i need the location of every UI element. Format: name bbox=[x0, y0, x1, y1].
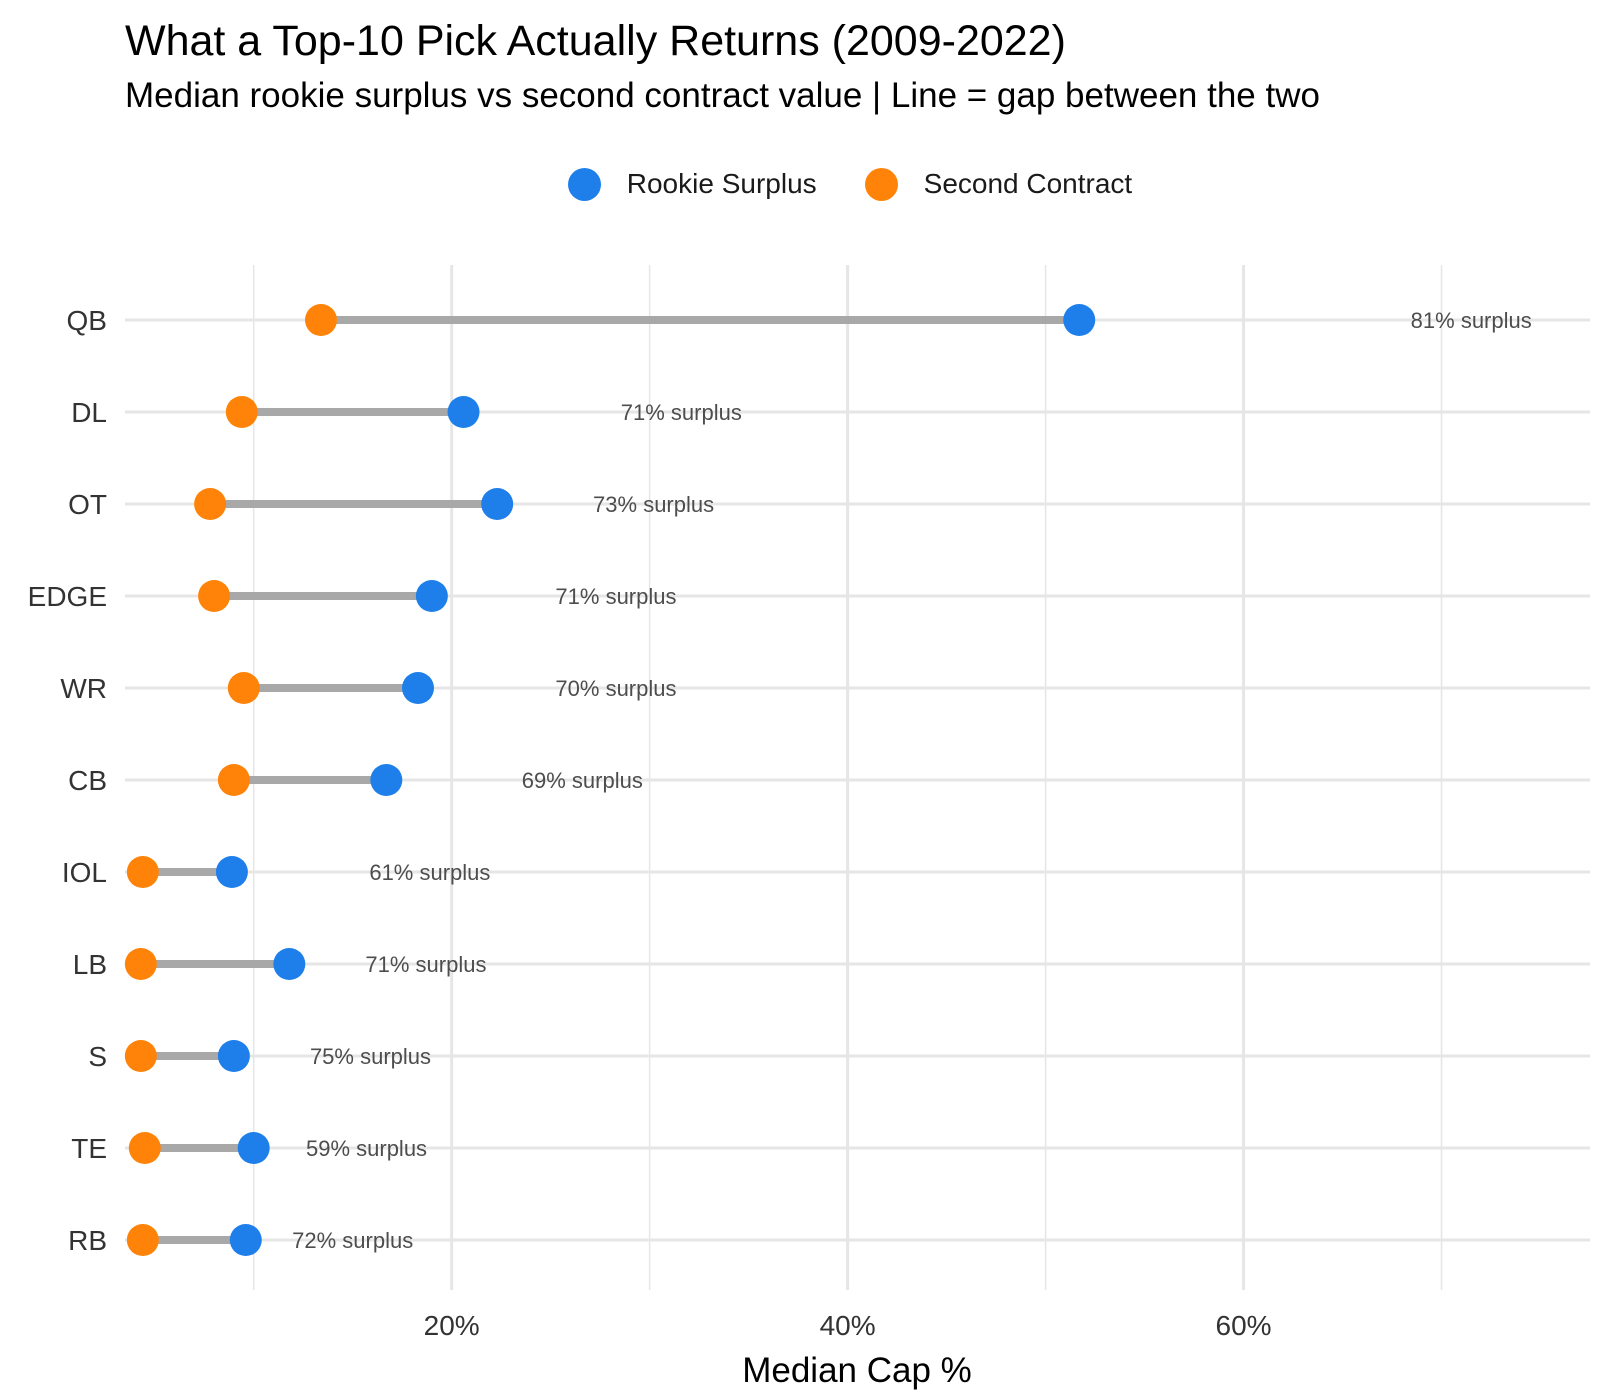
rookie-surplus-point bbox=[415, 580, 448, 612]
rookie-surplus-point bbox=[237, 1132, 270, 1164]
surplus-annotation: 70% surplus bbox=[555, 676, 676, 701]
rookie-surplus-point bbox=[402, 672, 434, 704]
x-axis-tick-label: 40% bbox=[820, 1310, 876, 1341]
y-axis-label: LB bbox=[73, 949, 107, 980]
legend-label-rookie: Rookie Surplus bbox=[626, 168, 817, 199]
grid-layer bbox=[252, 265, 1443, 1290]
second-contract-point bbox=[225, 396, 258, 428]
surplus-annotation: 71% surplus bbox=[621, 400, 742, 425]
surplus-annotation: 71% surplus bbox=[555, 584, 676, 609]
surplus-annotation: 75% surplus bbox=[310, 1044, 431, 1069]
surplus-annotation: 69% surplus bbox=[522, 768, 643, 793]
x-axis-tick-label: 20% bbox=[424, 1310, 480, 1341]
rookie-surplus-point bbox=[273, 948, 306, 980]
y-axis-label: RB bbox=[68, 1225, 107, 1256]
second-contract-point bbox=[124, 1040, 157, 1072]
rookie-surplus-point bbox=[217, 1040, 250, 1072]
rookie-surplus-point bbox=[1063, 304, 1096, 336]
x-axis-tick-labels: 20% 40% 60% bbox=[424, 1310, 1272, 1341]
y-axis-label: CB bbox=[68, 765, 107, 796]
surplus-annotations: 81% surplus 71% surplus 73% surplus 71% sur… bbox=[292, 308, 1532, 1253]
y-axis-label: IOL bbox=[62, 857, 107, 888]
data-points bbox=[124, 304, 1096, 1256]
chart-title: What a Top-10 Pick Actually Returns (200… bbox=[125, 17, 1066, 65]
y-axis-label: S bbox=[88, 1041, 107, 1072]
surplus-annotation: 61% surplus bbox=[369, 860, 490, 885]
y-axis-label: QB bbox=[67, 305, 107, 336]
legend-swatch-rookie bbox=[567, 167, 601, 201]
second-contract-point bbox=[126, 1224, 159, 1256]
rookie-surplus-point bbox=[447, 396, 480, 428]
surplus-annotation: 73% surplus bbox=[593, 492, 714, 517]
y-axis-labels: QB DL OT EDGE WR CB IOL LB S TE RB bbox=[28, 305, 107, 1256]
rookie-surplus-point bbox=[370, 764, 403, 796]
second-contract-point bbox=[128, 1132, 161, 1164]
rookie-surplus-point bbox=[215, 856, 248, 888]
second-contract-point bbox=[304, 304, 337, 336]
legend-swatch-second bbox=[864, 167, 898, 201]
legend-item-rookie: Rookie Surplus bbox=[567, 167, 817, 201]
rookie-surplus-point bbox=[481, 488, 514, 520]
chart-subtitle: Median rookie surplus vs second contract… bbox=[125, 76, 1320, 115]
x-axis-title: Median Cap % bbox=[742, 1351, 972, 1390]
second-contract-point bbox=[198, 580, 231, 612]
rookie-surplus-point bbox=[229, 1224, 262, 1256]
y-axis-label: OT bbox=[68, 489, 107, 520]
second-contract-point bbox=[124, 948, 157, 980]
y-axis-label: EDGE bbox=[28, 581, 107, 612]
surplus-annotation: 81% surplus bbox=[1411, 308, 1532, 333]
legend: Rookie Surplus Second Contract bbox=[0, 162, 1600, 206]
second-contract-point bbox=[227, 672, 260, 704]
y-axis-label: WR bbox=[60, 673, 107, 704]
legend-item-second: Second Contract bbox=[864, 167, 1133, 201]
second-contract-point bbox=[126, 856, 159, 888]
legend-label-second: Second Contract bbox=[923, 168, 1133, 199]
y-axis-label: DL bbox=[71, 397, 107, 428]
x-axis-tick-label: 60% bbox=[1216, 1310, 1272, 1341]
surplus-annotation: 71% surplus bbox=[365, 952, 486, 977]
y-axis-label: TE bbox=[71, 1133, 107, 1164]
second-contract-point bbox=[194, 488, 227, 520]
surplus-annotation: 72% surplus bbox=[292, 1228, 413, 1253]
second-contract-point bbox=[217, 764, 250, 796]
surplus-annotation: 59% surplus bbox=[306, 1136, 427, 1161]
